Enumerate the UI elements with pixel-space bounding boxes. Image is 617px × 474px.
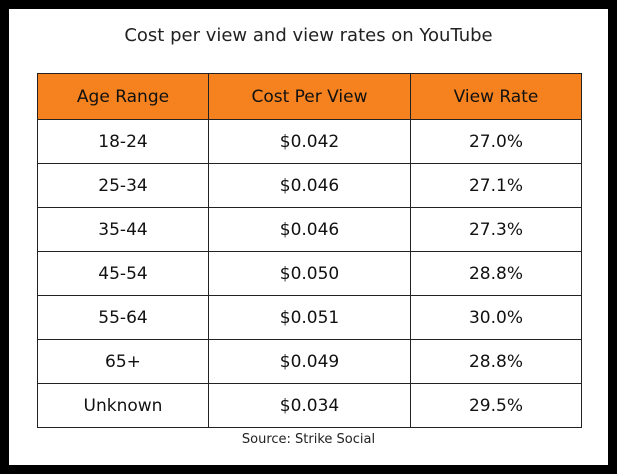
- table-row: 18-24 $0.042 27.0%: [37, 119, 582, 164]
- sheet: Cost per view and view rates on YouTube …: [9, 9, 608, 465]
- header-cell: View Rate: [410, 73, 582, 120]
- table-cell: $0.042: [208, 119, 411, 164]
- table-row: 25-34 $0.046 27.1%: [37, 163, 582, 208]
- source: Source: Strike Social: [241, 432, 376, 447]
- table-cell: 18-24: [37, 119, 209, 164]
- table-row: 65+ $0.049 28.8%: [37, 339, 582, 384]
- table-cell: $0.049: [208, 339, 411, 384]
- table-cell: 27.0%: [410, 119, 582, 164]
- table-cell: $0.046: [208, 163, 411, 208]
- table-cell: 45-54: [37, 251, 209, 296]
- table-cell: 25-34: [37, 163, 209, 208]
- header-row: Age Range Cost Per View View Rate: [37, 73, 582, 120]
- table-cell: 28.8%: [410, 251, 582, 296]
- table-row: 45-54 $0.050 28.8%: [37, 251, 582, 296]
- table-cell: Unknown: [37, 383, 209, 428]
- table-cell: 29.5%: [410, 383, 582, 428]
- table-cell: 27.1%: [410, 163, 582, 208]
- table-cell: 65+: [37, 339, 209, 384]
- table-cell: $0.034: [208, 383, 411, 428]
- table-cell: 55-64: [37, 295, 209, 340]
- table-cell: 30.0%: [410, 295, 582, 340]
- header-cell: Cost Per View: [208, 73, 411, 120]
- title: Cost per view and view rates on YouTube: [124, 25, 493, 46]
- table-row: Unknown $0.034 29.5%: [37, 383, 582, 428]
- header-cell: Age Range: [37, 73, 209, 120]
- table-cell: 28.8%: [410, 339, 582, 384]
- table-cell: $0.046: [208, 207, 411, 252]
- data-table: Age Range Cost Per View View Rate 18-24 $0.…: [37, 73, 582, 428]
- table-cell: 27.3%: [410, 207, 582, 252]
- table-cell: $0.050: [208, 251, 411, 296]
- table-cell: $0.051: [208, 295, 411, 340]
- table-row: 35-44 $0.046 27.3%: [37, 207, 582, 252]
- table-row: 55-64 $0.051 30.0%: [37, 295, 582, 340]
- table-cell: 35-44: [37, 207, 209, 252]
- table-body: 18-24 $0.042 27.0% 25-34 $0.046 27.1% 35-44 $0.…: [37, 119, 582, 428]
